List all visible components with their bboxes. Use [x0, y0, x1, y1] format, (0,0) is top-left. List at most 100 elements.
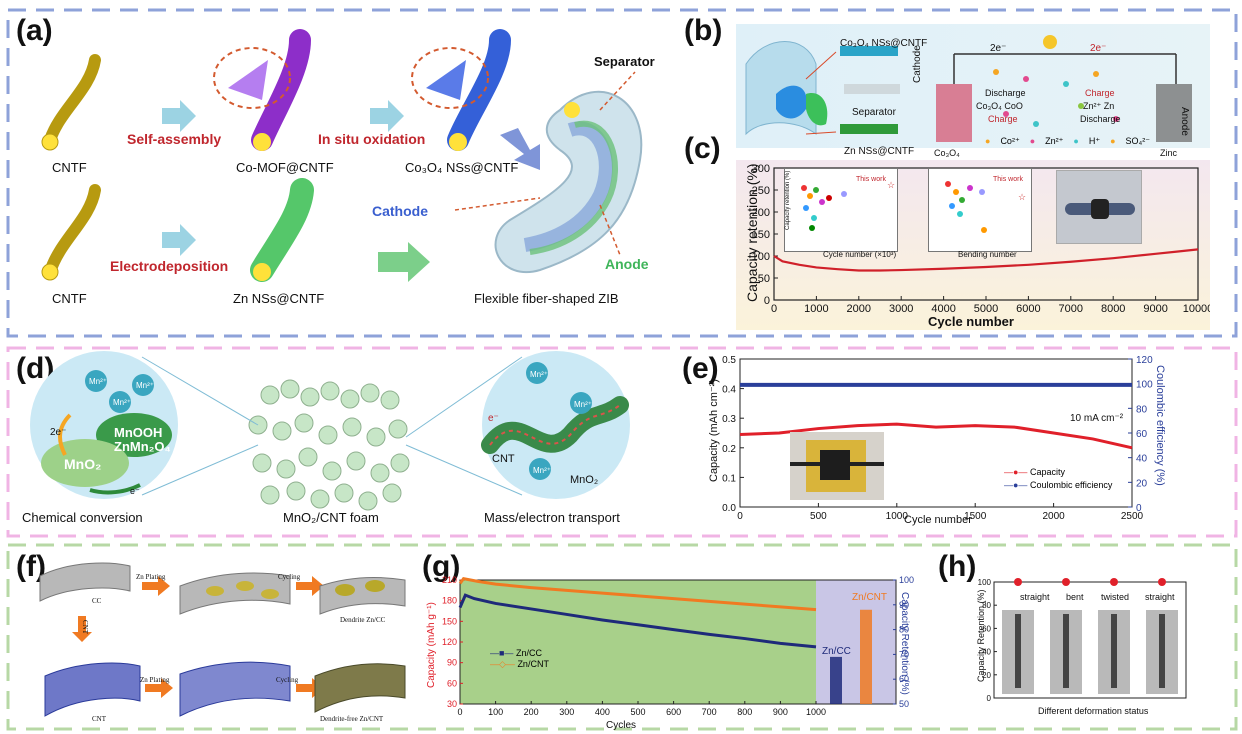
cathode-label: Cathode	[372, 203, 428, 219]
h-state-1: straight	[1020, 592, 1050, 602]
g-xtick-label: 800	[737, 707, 752, 717]
b-zinc-block-label: Zinc	[1160, 148, 1178, 158]
b-ion-legend: ● Co²⁺ ● Zn²⁺ ● H⁺ ● SO₄²⁻	[985, 136, 1150, 146]
f-dendrite-free-label: Dendrite-free Zn/CNT	[320, 715, 384, 723]
b-legend-h: H⁺	[1088, 136, 1101, 146]
g-series-1	[458, 576, 817, 612]
c-ytick-label: 100	[752, 251, 770, 263]
c-xlabel: Cycle number	[928, 314, 1014, 329]
e-current-label: 10 mA cm⁻²	[1070, 413, 1124, 424]
panel-b-illustration	[736, 24, 1210, 148]
panel-c-label: (c)	[684, 132, 721, 165]
g-legend: —■— Zn/CC —◇— Zn/CNT	[490, 648, 549, 669]
e-legend-capacity: Capacity	[1029, 467, 1065, 477]
h-state-2: bent	[1066, 592, 1084, 602]
panel-d-illustration	[30, 351, 630, 511]
zib-label: Flexible fiber-shaped ZIB	[474, 291, 619, 306]
b-co3o4-block-label: Co₃O₄	[934, 148, 960, 158]
g-xtick-label: 500	[630, 707, 645, 717]
e-xtick-label: 500	[810, 511, 827, 522]
b-anode-label: Anode	[1179, 107, 1190, 136]
h-xlabel: Different deformation status	[1038, 706, 1149, 716]
c-ytick-label: 0	[764, 295, 770, 307]
f-dendrite-label: Dendrite Zn/CC	[340, 616, 386, 624]
c-xtick-label: 3000	[889, 303, 913, 315]
h-point-2	[1110, 578, 1118, 586]
g-y2tick-label: 100	[899, 575, 914, 585]
h-ytick-label: 40	[982, 648, 991, 657]
b-zn2-zn: Zn²⁺ Zn	[1083, 101, 1115, 111]
b-legend-zn: Zn²⁺	[1045, 136, 1064, 146]
b-co3o4-coo: Co₃O₄ CoO	[976, 101, 1023, 111]
self-assembly-label: Self-assembly	[127, 131, 222, 147]
f-cycling-2: Cycling	[276, 676, 299, 684]
b-electron-right: 2e⁻	[1090, 43, 1107, 54]
b-charge-2: Charge	[1085, 88, 1115, 98]
g-xtick-label: 200	[524, 707, 539, 717]
h-ytick-label: 100	[978, 578, 992, 587]
e-y2label: Coulombic efficiency (%)	[1154, 365, 1166, 486]
e-ytick-label: 0.5	[722, 355, 736, 366]
panel-f-illustration	[39, 562, 406, 717]
c-xtick-label: 6000	[1016, 303, 1040, 315]
e-ytick-label: 0.4	[722, 385, 736, 396]
c-inset1-note: This work	[856, 176, 886, 183]
d-mnooh-label: MnOOH	[114, 425, 163, 440]
e-y2tick-label: 60	[1136, 429, 1148, 440]
e-ytick-label: 0.3	[722, 414, 736, 425]
d-e2-label: 2e⁻	[50, 427, 67, 438]
e-ylabel: Capacity (mAh cm⁻²)	[708, 379, 720, 482]
d-mass-transport: Mass/electron transport	[484, 510, 620, 525]
c-inset-2	[928, 168, 1032, 252]
c-inset2-xlabel: Bending number	[958, 250, 1017, 259]
g-ytick-label: 180	[442, 596, 457, 606]
zn-cntf-label: Zn NSs@CNTF	[233, 291, 325, 306]
g-ytick-label: 150	[442, 616, 457, 626]
h-point-3	[1158, 578, 1166, 586]
e-ytick-label: 0.2	[722, 444, 736, 455]
co3o4-cntf-label: Co₃O₄ NSs@CNTF	[405, 160, 519, 175]
g-xtick-label: 700	[702, 707, 717, 717]
f-cc-label: CC	[92, 597, 102, 605]
c-xtick-label: 9000	[1143, 303, 1167, 315]
d-znmn2o4-label: ZnMn₂O₄	[114, 439, 171, 454]
b-zn-cntf-label: Zn NSs@CNTF	[844, 146, 915, 157]
d-mn-right-2: Mn²⁺	[574, 400, 592, 409]
g-y2label: Capacity Retention (%)	[899, 592, 910, 695]
h-fiber-0	[1015, 614, 1021, 688]
e-ytick-label: 0.0	[722, 503, 736, 514]
e-y2tick-label: 20	[1136, 478, 1148, 489]
c-inset-1	[784, 168, 898, 252]
d-foam-label: MnO₂/CNT foam	[283, 510, 379, 525]
e-legend-ce: Coulombic efficiency	[1029, 480, 1113, 490]
g-legend-zncnt: Zn/CNT	[517, 659, 549, 669]
g-plot-background	[460, 580, 816, 704]
c-xtick-label: 4000	[931, 303, 955, 315]
e-legend: —●— Capacity —●— Coulombic efficiency	[1004, 467, 1113, 490]
c-xtick-label: 0	[771, 303, 777, 315]
panel-h-label: (h)	[938, 550, 977, 583]
g-ytick-label: 30	[447, 699, 457, 709]
g-ytick-label: 120	[442, 637, 457, 647]
e-y2tick-label: 120	[1136, 355, 1153, 366]
h-ylabel: Capacity Retention (%)	[976, 589, 986, 682]
c-xtick-label: 8000	[1101, 303, 1125, 315]
g-xtick-label: 900	[773, 707, 788, 717]
h-fiber-1	[1063, 614, 1069, 688]
d-mn-right-3: Mn²⁺	[533, 466, 551, 475]
e-y2tick-label: 0	[1136, 503, 1142, 514]
c-xtick-label: 2000	[847, 303, 871, 315]
c-ytick-label: 250	[752, 185, 770, 197]
e-xtick-label: 1000	[886, 511, 909, 522]
d-cnt-label: CNT	[492, 453, 515, 465]
g-xlabel: Cycles	[606, 720, 637, 731]
separator-label: Separator	[594, 54, 655, 69]
f-cycling-1: Cycling	[278, 573, 301, 581]
chart-g: 0 100 200 300 400 500 600 700 800 900 1000 30 60 90 12…	[442, 575, 914, 717]
f-zn-plating-2: Zn Plating	[140, 676, 170, 684]
c-xtick-label: 7000	[1059, 303, 1083, 315]
g-legend-zncc: Zn/CC	[515, 648, 542, 658]
f-zn-plating-1: Zn Plating	[136, 573, 166, 581]
c-ytick-label: 150	[752, 229, 770, 241]
